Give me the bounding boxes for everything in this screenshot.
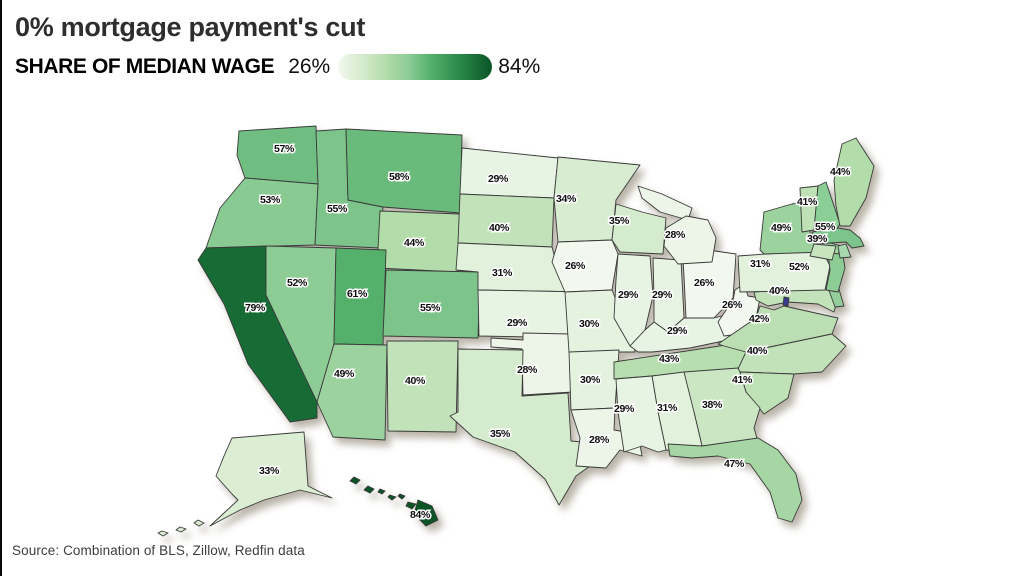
page-title: 0% mortgage payment's cut (15, 12, 366, 42)
state-value-label-ak: 33% (259, 465, 280, 477)
state-value-label-or: 53% (260, 194, 281, 206)
state-tx (449, 348, 593, 506)
state-value-label-oh: 26% (694, 277, 715, 289)
state-value-label-nc: 40% (747, 345, 768, 357)
state-az (316, 343, 388, 441)
state-value-label-ca: 79% (245, 302, 266, 314)
state-fl (667, 437, 803, 523)
state-sd (457, 193, 555, 248)
state-value-label-sc: 41% (732, 374, 753, 386)
state-value-label-wv: 26% (722, 299, 743, 311)
state-value-label-in: 29% (652, 289, 673, 301)
state-value-label-ny: 49% (771, 222, 792, 234)
state-value-label-wy: 44% (404, 237, 425, 249)
state-value-label-ky: 29% (667, 325, 688, 337)
state-value-label-ut: 61% (347, 288, 368, 300)
state-dc (782, 296, 790, 307)
state-value-label-ma: 55% (815, 221, 836, 233)
state-ct (809, 243, 837, 261)
state-value-label-ms: 29% (614, 403, 635, 415)
state-wi (611, 203, 667, 255)
state-value-label-va: 42% (749, 313, 770, 325)
state-value-label-mo: 30% (579, 318, 600, 330)
state-nd (459, 147, 559, 199)
state-value-label-mn: 34% (556, 193, 577, 205)
state-value-label-ga: 38% (702, 399, 723, 411)
state-or (205, 177, 319, 249)
state-mi (663, 215, 717, 265)
state-value-label-az: 49% (334, 368, 355, 380)
state-value-label-nj: 52% (789, 261, 810, 273)
state-hi (387, 494, 397, 501)
state-value-label-al: 31% (657, 402, 678, 414)
header: 0% mortgage payment's cut SHARE OF MEDIA… (15, 12, 541, 81)
state-hi (413, 499, 439, 527)
state-value-label-co: 55% (420, 302, 441, 314)
legend-label: SHARE OF MEDIAN WAGE (15, 55, 275, 79)
state-value-label-ct: 39% (807, 233, 828, 245)
state-nh (813, 181, 841, 231)
state-value-label-wa: 57% (274, 143, 295, 155)
state-value-label-pa: 31% (750, 258, 771, 270)
state-value-label-nm: 40% (405, 375, 426, 387)
state-value-label-mi: 28% (665, 229, 686, 241)
legend-gradient-bar (338, 54, 493, 81)
state-value-label-ia: 26% (565, 260, 586, 272)
state-hi (405, 501, 417, 510)
legend-min-value: 26% (288, 55, 331, 79)
state-ms (615, 375, 667, 453)
state-va (717, 305, 839, 353)
legend: SHARE OF MEDIAN WAGE 26% 84% (15, 54, 541, 81)
state-value-label-sd: 40% (489, 222, 510, 234)
state-value-label-mt: 58% (389, 171, 410, 183)
legend-max-value: 84% (498, 55, 541, 79)
state-value-label-wi: 35% (609, 215, 630, 227)
state-value-label-tn: 43% (659, 353, 680, 365)
state-hi (349, 476, 361, 485)
state-value-label-la: 28% (589, 434, 610, 446)
state-value-label-fl: 47% (724, 458, 745, 470)
state-la (570, 407, 643, 469)
state-ma (811, 227, 865, 249)
state-value-label-vt: 41% (797, 196, 818, 208)
state-value-label-ks: 29% (507, 317, 528, 329)
state-ak (157, 530, 169, 537)
state-value-label-md: 40% (769, 285, 790, 297)
state-hi (363, 485, 375, 494)
state-co (382, 269, 481, 339)
source-note: Source: Combination of BLS, Zillow, Redf… (12, 543, 305, 558)
state-value-label-ar: 30% (580, 374, 601, 386)
state-wa (236, 125, 319, 185)
state-ri (837, 243, 852, 259)
state-value-label-il: 29% (618, 289, 639, 301)
state-value-label-me: 44% (830, 166, 851, 178)
state-nm (386, 340, 459, 433)
state-value-label-tx: 35% (490, 428, 511, 440)
state-value-label-nd: 29% (488, 173, 509, 185)
state-ak (209, 431, 333, 527)
state-mt (345, 128, 463, 214)
state-hi (397, 493, 406, 500)
state-ak (175, 526, 187, 533)
state-value-label-id: 55% (327, 203, 348, 215)
state-value-label-ne: 31% (492, 267, 513, 279)
state-value-label-nv: 52% (287, 277, 308, 289)
state-me (833, 137, 875, 227)
state-hi (377, 488, 386, 495)
state-value-label-hi: 84% (410, 509, 431, 521)
state-value-label-ok: 28% (517, 364, 538, 376)
state-ak (193, 519, 205, 527)
